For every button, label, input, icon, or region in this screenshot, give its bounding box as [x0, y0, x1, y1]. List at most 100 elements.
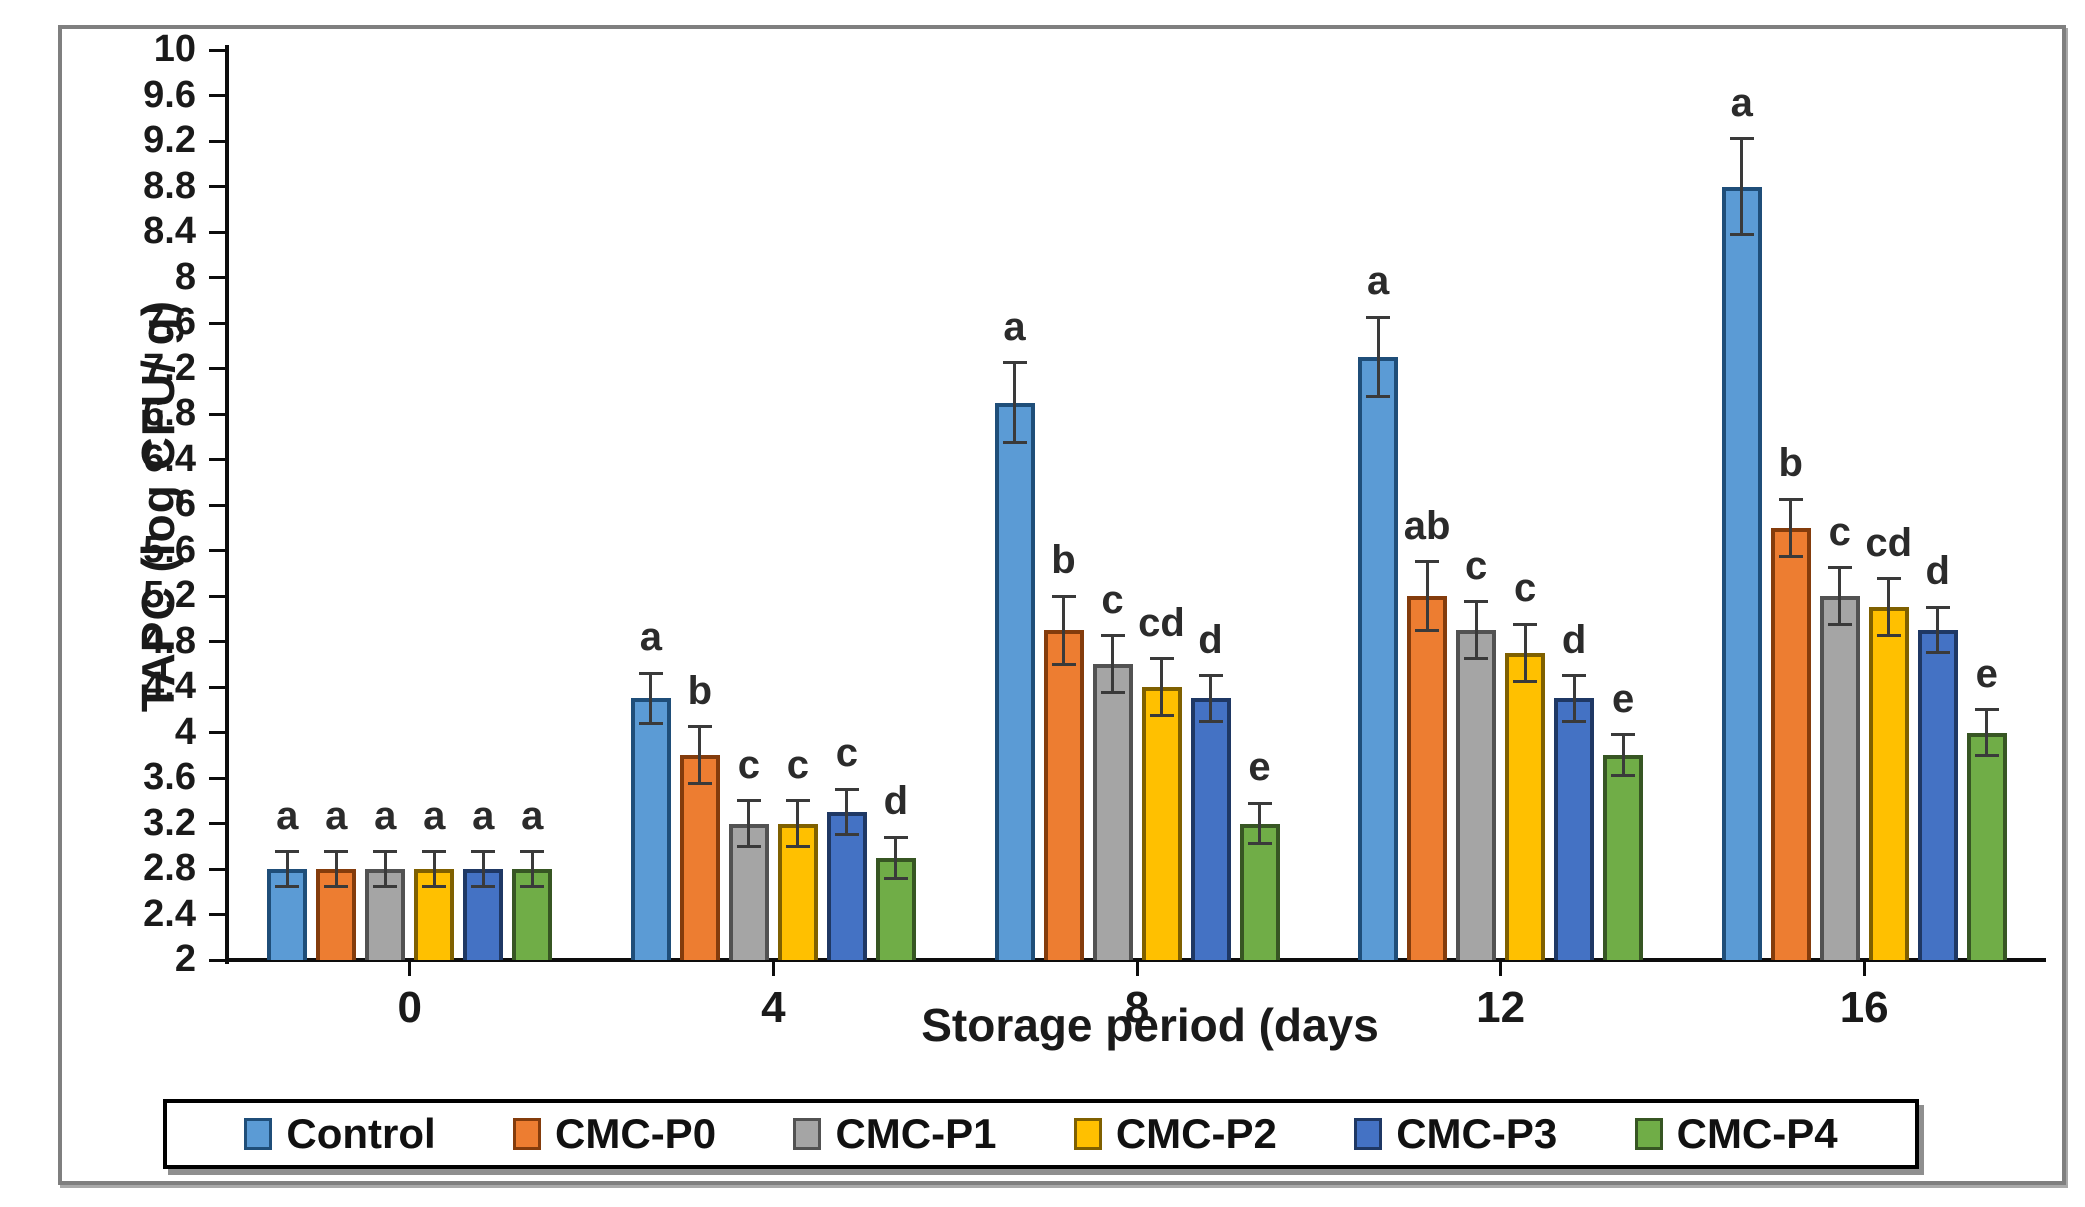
sig-letter-CMC-P2-day4: c	[786, 742, 810, 787]
y-tick	[209, 185, 225, 188]
y-tick-label: 9.2	[143, 119, 196, 161]
y-tick-label: 4.8	[143, 619, 196, 662]
error-cap-bottom	[1562, 719, 1587, 723]
sig-letter-CMC-P0-day4: b	[687, 668, 713, 713]
y-tick	[209, 549, 225, 552]
error-cap-bottom	[1974, 753, 1999, 757]
sig-letter-Control-day4: a	[639, 615, 663, 660]
error-cap-top	[1051, 594, 1076, 598]
error-cap-top	[687, 725, 712, 729]
error-cap-bottom	[373, 884, 398, 888]
sig-letter-CMC-P2-day0: a	[423, 793, 446, 838]
x-tick-label-0: 0	[397, 983, 423, 1032]
y-tick	[209, 958, 225, 962]
bar-CMC-P3-day12	[1554, 698, 1595, 960]
error-bar-Control-day12	[1376, 317, 1380, 397]
error-bar-CMC-P1-day4	[747, 800, 751, 847]
error-cap-top	[1611, 733, 1636, 737]
error-cap-bottom	[834, 833, 859, 837]
bar-CMC-P3-day8	[1190, 698, 1231, 960]
x-tick-label-16: 16	[1839, 983, 1889, 1032]
error-cap-top	[275, 850, 300, 854]
y-tick	[209, 139, 225, 143]
error-bar-Control-day16	[1740, 138, 1744, 235]
y-tick	[209, 276, 225, 279]
error-cap-bottom	[736, 844, 761, 848]
y-tick-label: 4.4	[143, 665, 196, 707]
error-bar-Control-day8	[1013, 362, 1016, 443]
error-cap-top	[1464, 600, 1489, 604]
error-cap-bottom	[1415, 628, 1440, 632]
bar-Control-day8	[994, 402, 1035, 960]
sig-letter-CMC-P3-day16: d	[1925, 549, 1950, 594]
y-tick	[209, 867, 225, 871]
legend-item-CMC-P1: CMC-P1	[793, 1111, 996, 1157]
bar-CMC-P0-day12	[1407, 596, 1448, 960]
legend-swatch-icon-CMC-P4	[1634, 1118, 1663, 1150]
error-cap-top	[638, 671, 663, 675]
error-cap-bottom	[1513, 679, 1538, 683]
bar-CMC-P1-day16	[1819, 596, 1860, 960]
sig-letter-CMC-P2-day8: cd	[1138, 600, 1185, 645]
sig-letter-CMC-P4-day8: e	[1248, 745, 1271, 790]
x-tick	[771, 962, 775, 976]
bar-CMC-P4-day16	[1966, 732, 2007, 960]
error-cap-top	[1827, 566, 1852, 570]
error-cap-bottom	[1876, 634, 1901, 638]
y-tick-label: 6.4	[143, 437, 196, 480]
sig-letter-CMC-P2-day16: cd	[1865, 520, 1913, 565]
error-cap-bottom	[422, 884, 447, 888]
error-cap-bottom	[1611, 774, 1636, 778]
bar-CMC-P4-day12	[1603, 755, 1644, 960]
sig-letter-CMC-P1-day4: c	[737, 742, 761, 787]
error-cap-top	[324, 850, 349, 854]
sig-letter-CMC-P0-day16: b	[1778, 441, 1803, 486]
error-bar-CMC-P1-day12	[1474, 601, 1478, 659]
sig-letter-CMC-P2-day12: c	[1513, 566, 1537, 611]
legend-item-label: Control	[286, 1110, 436, 1157]
bar-CMC-P2-day16	[1868, 607, 1909, 960]
sig-letter-CMC-P4-day12: e	[1611, 676, 1635, 721]
x-tick-label-12: 12	[1476, 983, 1526, 1032]
error-bar-CMC-P0-day16	[1789, 499, 1793, 557]
error-cap-bottom	[1100, 691, 1125, 695]
error-bar-Control-day4	[649, 673, 653, 724]
error-cap-bottom	[1778, 554, 1803, 558]
error-bar-CMC-P4-day8	[1258, 803, 1261, 844]
x-axis-title: Storage period (days	[921, 999, 1379, 1051]
error-cap-bottom	[638, 721, 663, 725]
x-axis-line	[225, 958, 2046, 962]
y-tick	[209, 685, 225, 689]
sig-letter-CMC-P4-day16: e	[1975, 651, 1998, 696]
y-axis-line	[225, 45, 229, 964]
legend-item-label: CMC-P0	[555, 1110, 717, 1157]
error-cap-top	[1876, 577, 1901, 581]
error-cap-bottom	[1464, 657, 1489, 661]
sig-letter-CMC-P3-day12: d	[1561, 617, 1587, 662]
y-tick-label: 6.8	[143, 392, 196, 434]
legend-swatch-icon-CMC-P3	[1354, 1118, 1383, 1150]
sig-letter-Control-day12: a	[1366, 259, 1390, 304]
legend-item-label: CMC-P3	[1396, 1110, 1558, 1157]
legend-item-CMC-P3: CMC-P3	[1354, 1111, 1557, 1157]
sig-letter-CMC-P0-day0: a	[325, 793, 348, 838]
error-bar-CMC-P1-day8	[1111, 635, 1114, 693]
y-tick	[209, 48, 225, 52]
legend: Control CMC-P0 CMC-P1 CMC-P2 CMC-P3 CMC-P4	[163, 1099, 1919, 1169]
y-tick	[209, 321, 225, 325]
y-tick	[209, 594, 225, 598]
error-cap-top	[1729, 137, 1754, 141]
error-cap-top	[1002, 361, 1027, 365]
y-tick-label: 5.6	[143, 528, 196, 571]
legend-item-Control: Control	[244, 1110, 436, 1157]
error-bar-CMC-P0-day0	[334, 851, 338, 887]
error-bar-CMC-P4-day0	[530, 851, 534, 887]
legend-item-label: CMC-P2	[1115, 1110, 1277, 1157]
error-cap-top	[1415, 560, 1440, 564]
error-cap-top	[1974, 708, 1999, 712]
y-tick	[209, 94, 225, 97]
error-bar-CMC-P3-day8	[1209, 675, 1212, 722]
bar-Control-day4	[630, 698, 671, 960]
y-tick	[209, 412, 225, 416]
